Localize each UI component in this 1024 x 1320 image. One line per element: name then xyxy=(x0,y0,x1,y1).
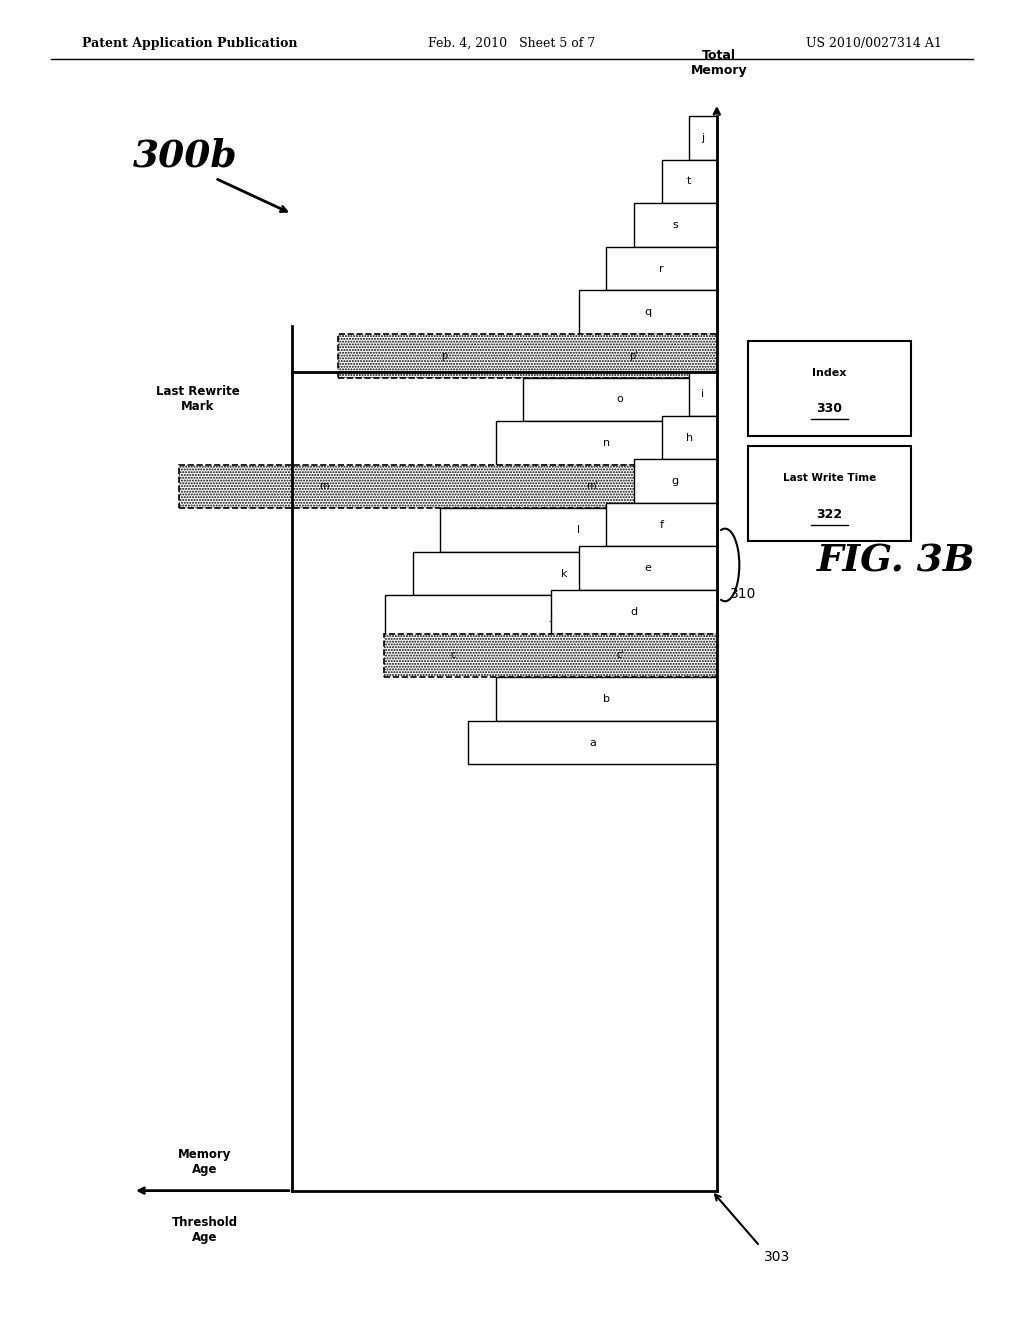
Bar xyxy=(496,421,717,465)
Text: 310: 310 xyxy=(730,587,757,601)
Bar xyxy=(634,459,717,503)
Bar xyxy=(523,378,717,421)
Bar xyxy=(689,372,717,416)
Bar xyxy=(748,446,911,541)
Text: m: m xyxy=(318,482,329,491)
Text: c': c' xyxy=(616,651,624,660)
Bar xyxy=(748,341,911,436)
Text: g: g xyxy=(672,477,679,486)
Bar xyxy=(551,590,717,634)
Bar xyxy=(662,416,717,459)
Text: l: l xyxy=(577,525,581,535)
Bar xyxy=(440,508,717,552)
Bar xyxy=(634,203,717,247)
Text: Last Rewrite
Mark: Last Rewrite Mark xyxy=(156,384,240,413)
Text: t: t xyxy=(687,177,691,186)
Bar xyxy=(179,465,717,508)
Bar xyxy=(496,677,717,721)
Text: j: j xyxy=(701,133,705,143)
Text: e: e xyxy=(644,564,651,573)
Text: 300b: 300b xyxy=(133,137,238,174)
Text: h: h xyxy=(686,433,692,442)
Text: FIG. 3B: FIG. 3B xyxy=(817,543,975,579)
Text: p': p' xyxy=(630,351,638,360)
Text: 303: 303 xyxy=(764,1250,791,1265)
Text: s: s xyxy=(673,220,678,230)
Bar xyxy=(468,721,717,764)
Bar xyxy=(579,546,717,590)
Bar xyxy=(606,503,717,546)
Text: Total
Memory: Total Memory xyxy=(690,49,748,77)
Bar xyxy=(338,334,717,378)
Text: d: d xyxy=(631,607,637,616)
Text: f: f xyxy=(659,520,664,529)
Text: Threshold
Age: Threshold Age xyxy=(172,1216,238,1245)
Bar xyxy=(179,465,717,508)
Bar xyxy=(579,290,717,334)
Text: Last Write Time: Last Write Time xyxy=(782,474,877,483)
Text: US 2010/0027314 A1: US 2010/0027314 A1 xyxy=(806,37,942,50)
Text: 322: 322 xyxy=(816,508,843,521)
Text: Feb. 4, 2010   Sheet 5 of 7: Feb. 4, 2010 Sheet 5 of 7 xyxy=(428,37,596,50)
Bar xyxy=(384,634,717,677)
Text: Memory
Age: Memory Age xyxy=(178,1147,231,1176)
Text: Patent Application Publication: Patent Application Publication xyxy=(82,37,297,50)
Text: q: q xyxy=(644,308,651,317)
Text: a: a xyxy=(589,738,596,747)
Bar xyxy=(385,595,717,639)
Text: o: o xyxy=(616,395,624,404)
Bar xyxy=(338,334,717,378)
Text: b: b xyxy=(603,694,609,704)
Bar xyxy=(413,552,717,595)
Text: r: r xyxy=(659,264,664,273)
Text: k: k xyxy=(561,569,568,578)
Text: Index: Index xyxy=(812,368,847,378)
Text: j: j xyxy=(549,612,553,622)
Text: m': m' xyxy=(587,482,598,491)
Text: i: i xyxy=(701,389,705,399)
Bar xyxy=(689,116,717,160)
Text: p: p xyxy=(441,351,447,360)
Bar xyxy=(662,160,717,203)
Text: c: c xyxy=(451,651,457,660)
Bar xyxy=(606,247,717,290)
Text: 330: 330 xyxy=(816,403,843,416)
Text: n: n xyxy=(603,438,609,447)
Bar xyxy=(384,634,717,677)
